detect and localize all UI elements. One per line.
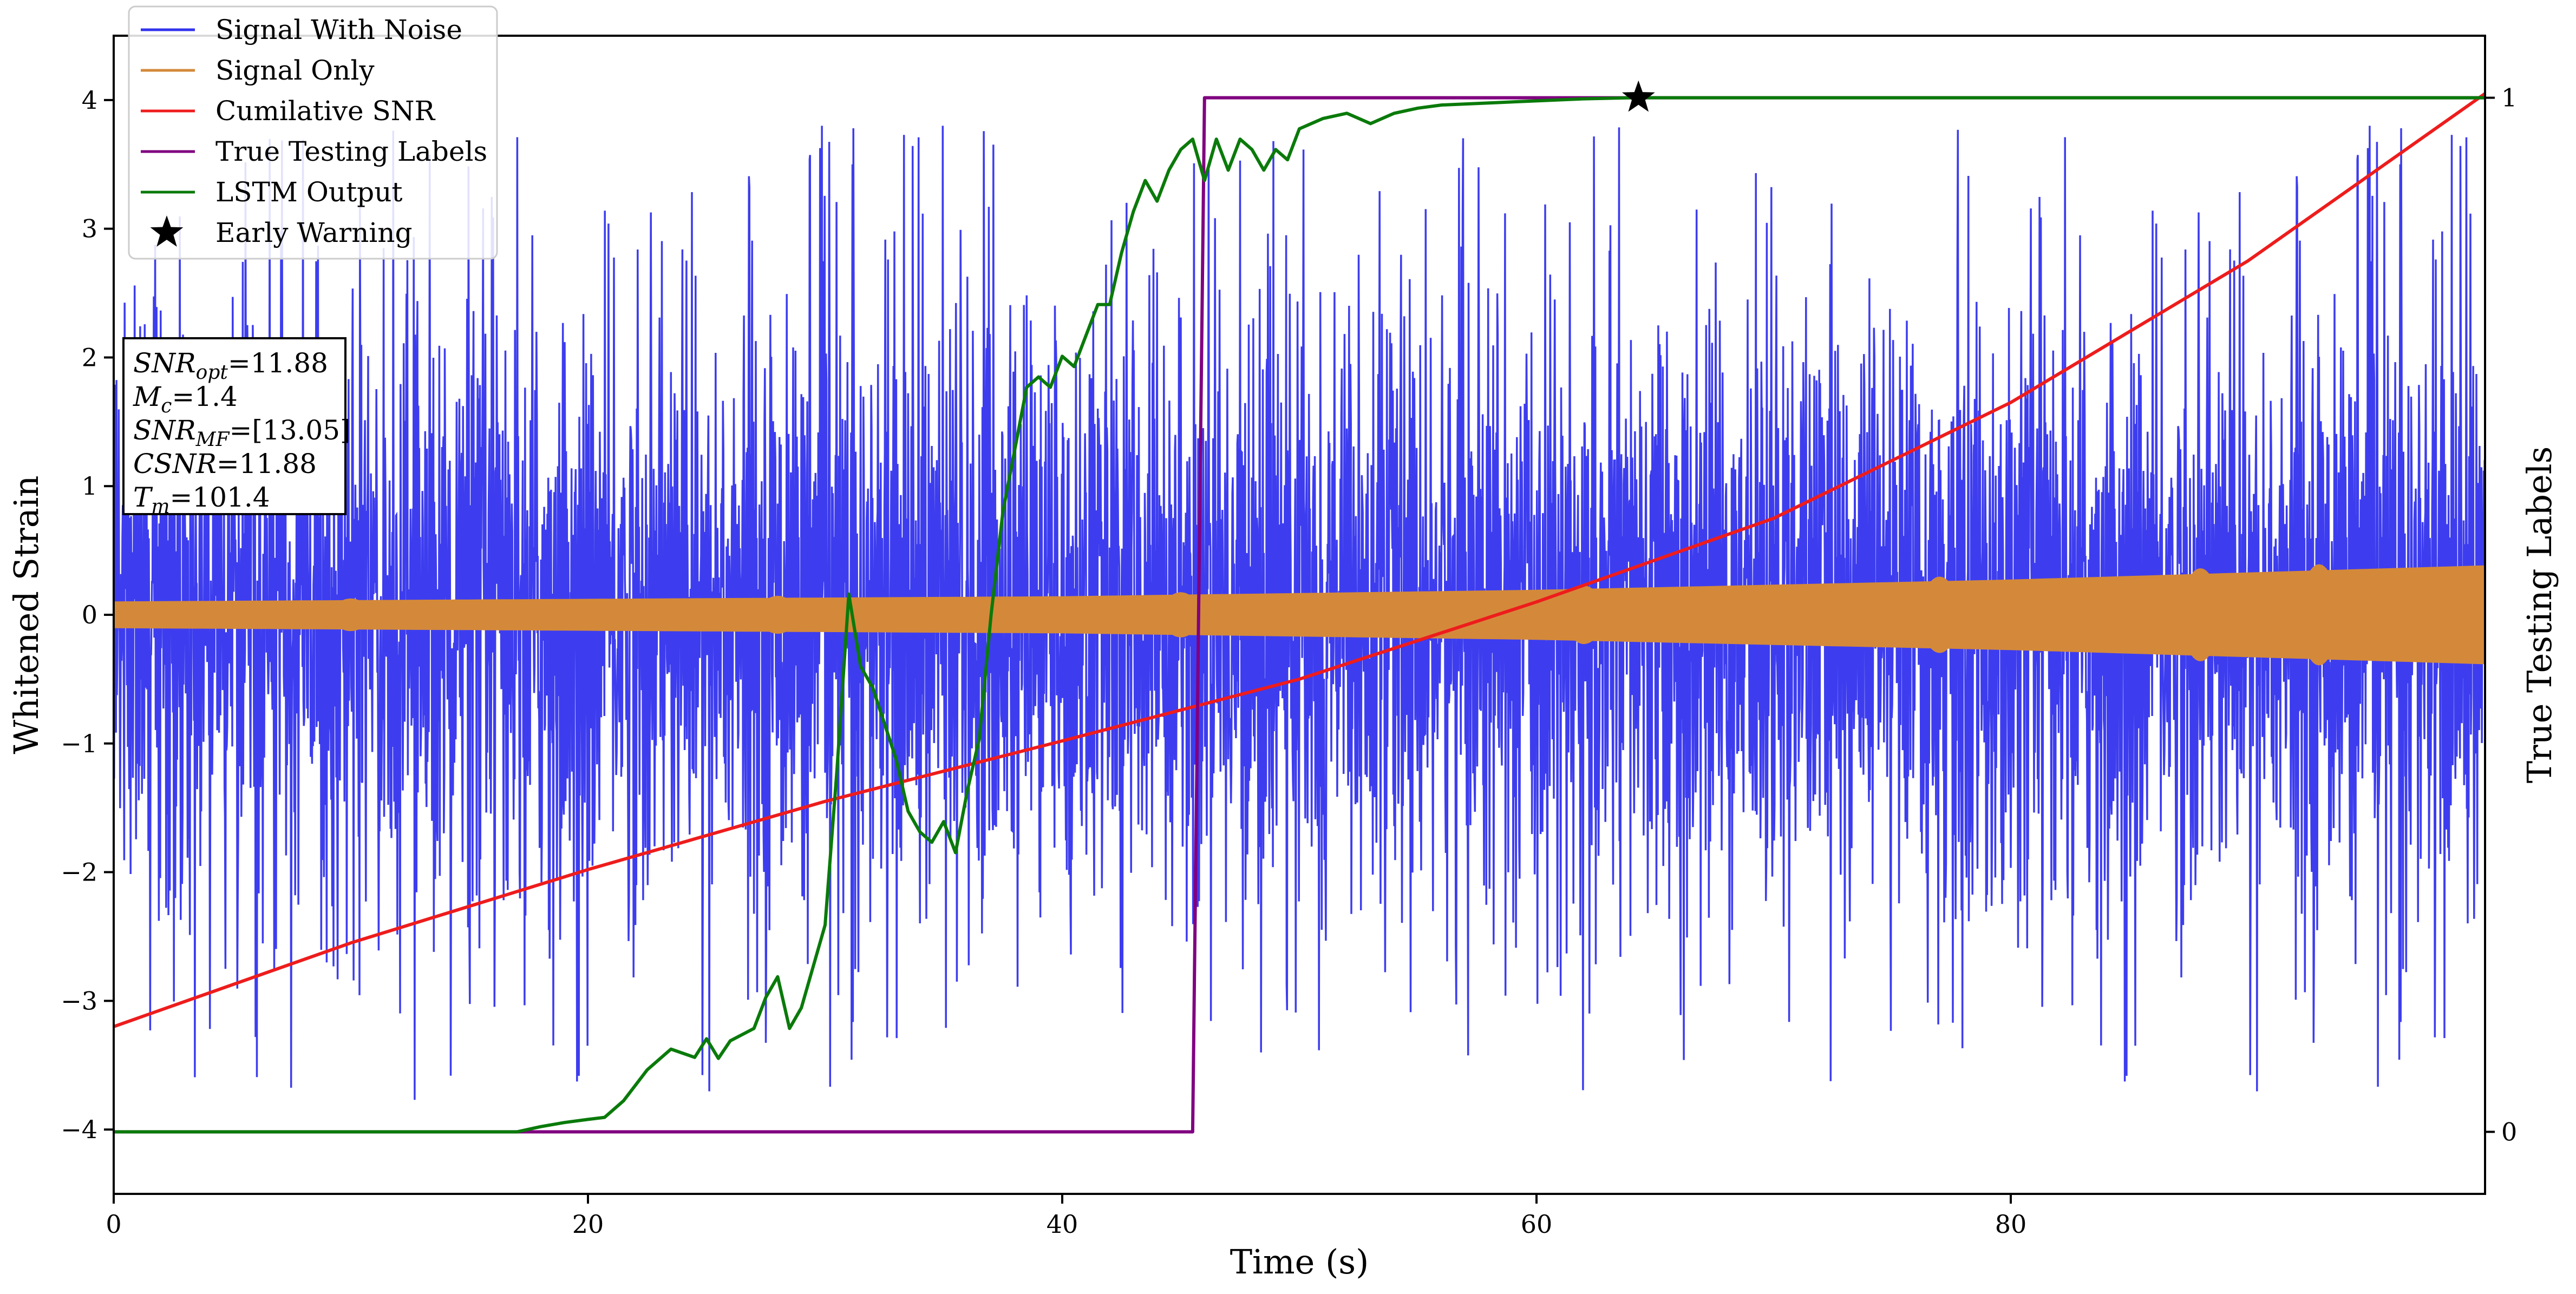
info-line: SNRopt=11.88 (133, 347, 328, 384)
x-tick-label: 60 (1521, 1210, 1553, 1239)
legend-label: Early Warning (215, 217, 413, 248)
series-cumilative-snr (114, 92, 2485, 1028)
x-tick-label: 20 (572, 1210, 604, 1239)
y-tick-label: 2 (82, 343, 97, 372)
x-tick-label: 0 (106, 1210, 121, 1239)
y-axis-title: Whitened Strain (6, 476, 46, 754)
signal-only-bulge (1921, 576, 1958, 653)
y-tick-label: 1 (82, 471, 97, 501)
x-tick-label: 40 (1047, 1210, 1078, 1239)
series-signal-with-noise (114, 126, 2485, 1100)
legend-label: Cumilative SNR (215, 95, 435, 127)
series-lstm-output (114, 96, 2485, 1134)
y-tick-label: −2 (61, 858, 97, 887)
y-tick-label: −1 (61, 729, 97, 758)
y2-tick-label: 1 (2501, 83, 2517, 113)
x-axis-title: Time (s) (1230, 1242, 1369, 1282)
signal-only-bulge (1162, 592, 1199, 638)
info-line: SNRMF=[13.05] (133, 415, 351, 451)
series-signal-only (114, 565, 2485, 665)
early-warning-marker (1622, 80, 1655, 112)
x-tick-label: 80 (1995, 1210, 2027, 1239)
legend-label: Signal Only (215, 55, 375, 86)
info-box-frame (122, 337, 346, 515)
info-box: SNRopt=11.88Mc=1.4SNRMF=[13.05]CSNR=11.8… (122, 337, 351, 518)
y-tick-label: 3 (82, 214, 97, 244)
info-line: Mc=1.4 (133, 381, 238, 417)
signal-only-bulge (2182, 568, 2219, 661)
signal-only-bulge (1565, 585, 1603, 645)
plot-area (114, 80, 2485, 1134)
legend: Signal With Noise Signal Only Cumilative S… (128, 5, 498, 260)
legend-label: LSTM Output (215, 176, 402, 208)
info-line: Tm=101.4 (133, 482, 270, 518)
y2-tick-label: 0 (2501, 1117, 2517, 1146)
signal-only-bulge (332, 598, 369, 632)
info-line: CSNR=11.88 (133, 448, 317, 479)
signal-only-bulge (759, 596, 796, 634)
y-tick-label: 0 (82, 600, 97, 629)
signal-only-bulge (2300, 564, 2338, 666)
legend-label: Signal With Noise (215, 14, 462, 45)
y2-axis-title: True Testing Labels (2520, 446, 2559, 784)
legend-label: True Testing Labels (215, 136, 487, 167)
legend-marker-early-warning (150, 215, 184, 247)
y-tick-label: −4 (61, 1115, 97, 1144)
y-tick-label: −3 (61, 986, 97, 1015)
y-tick-label: 4 (82, 86, 97, 115)
legend-frame (128, 5, 498, 260)
